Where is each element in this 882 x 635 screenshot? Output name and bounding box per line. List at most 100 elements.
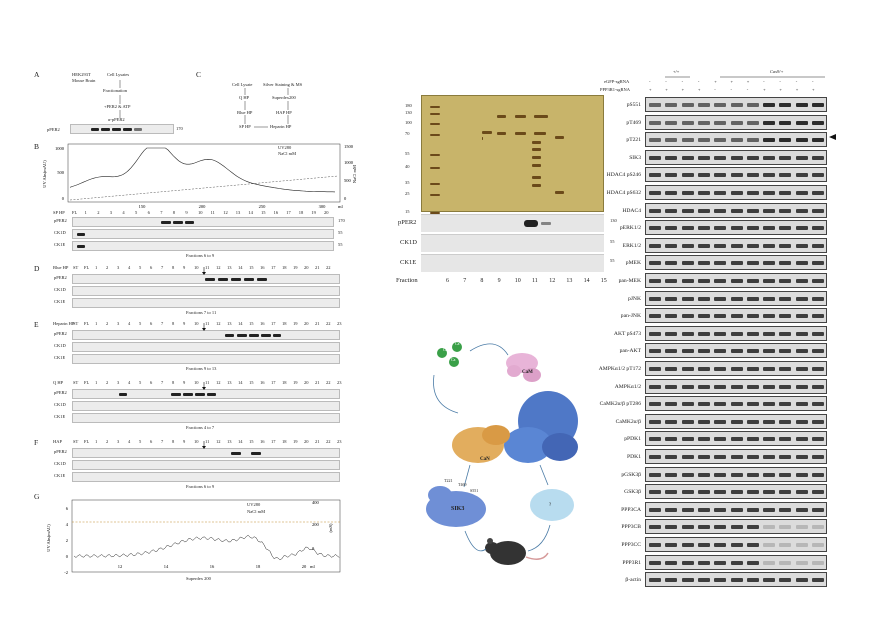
fraction-label: 22 xyxy=(326,380,331,385)
legend-nacl-g: NaCl mM xyxy=(247,509,266,514)
gel-mw-marker: 25 xyxy=(405,191,410,196)
gel-band xyxy=(555,191,564,194)
fraction-note: Fractions 9 to 13 xyxy=(186,366,217,371)
western-band xyxy=(681,103,694,107)
western-band xyxy=(649,191,661,195)
western-band xyxy=(779,331,792,336)
column-label: Q HP xyxy=(53,380,64,385)
western-band xyxy=(730,472,743,477)
western-band xyxy=(649,472,661,477)
western-row-strip xyxy=(645,308,827,324)
fraction-label: 10 xyxy=(194,321,199,326)
mouse-illustration xyxy=(485,538,549,565)
western-band xyxy=(779,103,792,107)
egfp-sign: + xyxy=(746,79,750,84)
gel-band xyxy=(532,164,541,167)
fraction-label: 16 xyxy=(260,265,265,270)
western-band xyxy=(763,472,776,477)
fraction-label: 16 xyxy=(273,210,279,215)
western-band xyxy=(730,191,743,195)
group-underlines xyxy=(665,76,825,78)
western-band xyxy=(697,367,710,371)
ppp3r1-sign: - xyxy=(730,87,733,92)
gel-fraction: 9 xyxy=(497,278,501,284)
fraction-label: 11 xyxy=(205,265,210,270)
gel-row-ck1d xyxy=(421,234,604,252)
uv-trace-g xyxy=(73,534,340,561)
western-row-strip xyxy=(645,466,827,482)
blot-band xyxy=(218,278,228,281)
western-band xyxy=(746,261,759,266)
western-band xyxy=(763,243,776,248)
western-band xyxy=(697,560,710,565)
gel-mw-ck1d: 55 xyxy=(610,239,615,244)
gel-mw-marker: 40 xyxy=(405,164,410,169)
fraction-label: 1 xyxy=(95,321,98,326)
western-band xyxy=(665,296,678,301)
western-row-strip xyxy=(645,449,827,464)
ppp3r1-sign: + xyxy=(649,87,652,92)
fraction-label: 18 xyxy=(282,265,287,270)
western-band xyxy=(714,472,727,477)
fraction-label: FL xyxy=(84,321,90,326)
western-band xyxy=(763,419,776,424)
egfp-sign: - xyxy=(681,79,684,84)
western-band xyxy=(746,243,759,248)
fraction-label: 11 xyxy=(210,210,215,215)
western-band xyxy=(649,138,661,143)
western-band xyxy=(779,437,792,442)
gel-band xyxy=(482,137,483,140)
gel-fraction: 14 xyxy=(583,278,590,284)
western-band xyxy=(697,331,710,336)
western-band xyxy=(779,472,792,477)
western-band xyxy=(681,296,694,301)
western-row-label: pT469 xyxy=(626,119,641,126)
blot-band xyxy=(119,393,127,396)
western-row-strip xyxy=(645,114,827,130)
western-band xyxy=(665,226,678,231)
fraction-label: 21 xyxy=(315,439,320,444)
western-band xyxy=(697,419,710,424)
fraction-label: FL xyxy=(72,210,78,215)
c-haphp: HAP HP xyxy=(276,110,292,115)
western-row-strip xyxy=(645,378,827,394)
western-row-label: PPP3R1 xyxy=(622,559,641,566)
western-band xyxy=(812,226,824,231)
western-band xyxy=(795,279,808,283)
fraction-label: 20 xyxy=(304,439,309,444)
western-row-label: pan-MEK xyxy=(618,278,641,284)
xtick-b: 300 xyxy=(319,204,327,209)
y2tick-b: 1500 xyxy=(344,144,354,149)
fraction-label: 12 xyxy=(216,380,221,385)
column-b: SP HP xyxy=(53,210,65,215)
fraction-label: 1 xyxy=(95,439,98,444)
blot-row-label: CK1E xyxy=(54,355,66,360)
panel-letter: F xyxy=(34,438,39,447)
blot-row-label: pPER2 xyxy=(54,390,67,395)
western-band xyxy=(697,525,710,530)
western-band xyxy=(812,103,824,107)
fraction-label: 11 xyxy=(205,321,210,326)
western-row-strip xyxy=(645,501,827,517)
western-band xyxy=(665,525,678,530)
western-band xyxy=(665,120,678,125)
gel-band xyxy=(534,115,548,118)
blot-band xyxy=(257,278,267,281)
group-cas9: Cas9/+ xyxy=(770,69,784,74)
western-row-label: HDAC4 pS246 xyxy=(606,172,641,179)
western-row-label: HDAC4 pS632 xyxy=(606,190,641,196)
fraction-label: 7 xyxy=(161,321,164,326)
ladder-band xyxy=(430,183,440,185)
western-band xyxy=(779,138,792,143)
gel-band xyxy=(515,115,526,118)
western-band xyxy=(649,419,661,424)
western-band xyxy=(746,490,759,495)
western-band xyxy=(714,543,727,547)
ppp3r1-sign: + xyxy=(697,87,701,92)
fraction-label: 6 xyxy=(147,210,150,215)
western-band xyxy=(665,208,678,213)
fraction-label: 23 xyxy=(337,380,342,385)
legend-uv-g: UV280 xyxy=(247,502,261,507)
western-row-label: pGSK3β xyxy=(621,471,641,478)
western-band xyxy=(746,208,759,213)
